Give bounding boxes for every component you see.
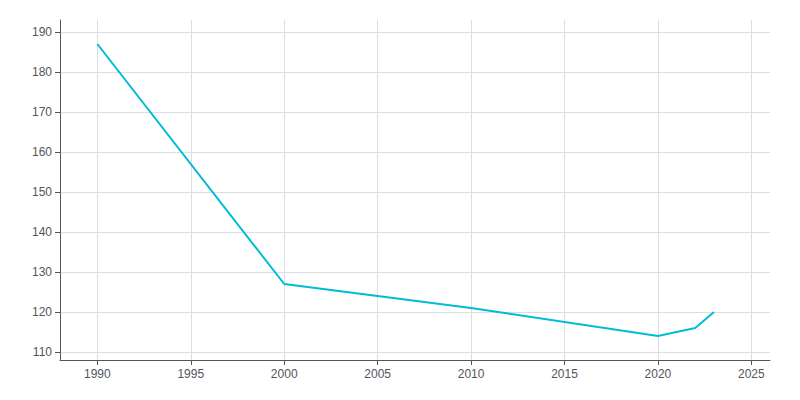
svg-text:190: 190 bbox=[32, 25, 52, 39]
svg-text:2020: 2020 bbox=[645, 367, 672, 381]
svg-text:170: 170 bbox=[32, 105, 52, 119]
svg-text:130: 130 bbox=[32, 265, 52, 279]
svg-text:2015: 2015 bbox=[551, 367, 578, 381]
svg-text:1995: 1995 bbox=[177, 367, 204, 381]
svg-text:120: 120 bbox=[32, 305, 52, 319]
svg-text:150: 150 bbox=[32, 185, 52, 199]
svg-text:160: 160 bbox=[32, 145, 52, 159]
svg-text:110: 110 bbox=[33, 345, 52, 359]
svg-text:2000: 2000 bbox=[271, 367, 298, 381]
svg-text:2005: 2005 bbox=[364, 367, 391, 381]
svg-text:2025: 2025 bbox=[738, 367, 765, 381]
svg-text:1990: 1990 bbox=[84, 367, 111, 381]
svg-text:180: 180 bbox=[32, 65, 52, 79]
svg-text:140: 140 bbox=[32, 225, 52, 239]
svg-text:2010: 2010 bbox=[458, 367, 485, 381]
